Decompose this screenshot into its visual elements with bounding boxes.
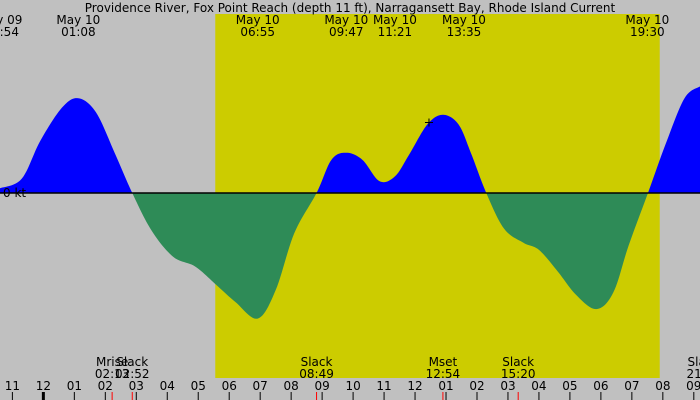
hour-tick-label: 08 — [284, 379, 299, 393]
top-event-time: 11:21 — [378, 25, 413, 39]
bottom-event-label: Mset — [429, 355, 458, 369]
hour-tick-label: 07 — [253, 379, 268, 393]
bottom-event-time: 21:1 — [687, 367, 700, 381]
hour-tick-label: 11 — [376, 379, 391, 393]
zero-axis-label: 0 kt — [3, 186, 26, 200]
hour-tick-label: 02 — [469, 379, 484, 393]
top-event-time: :54 — [0, 25, 19, 39]
bottom-event-label: Slac — [688, 355, 700, 369]
current-area-layer — [0, 86, 700, 319]
hour-tick-label: 02 — [98, 379, 113, 393]
top-event-date: May 10 — [442, 13, 486, 27]
chart-title: Providence River, Fox Point Reach (depth… — [85, 1, 616, 15]
hour-tick-label: 05 — [191, 379, 206, 393]
bottom-event-label: Slack — [502, 355, 534, 369]
bottom-event-time: 12:54 — [426, 367, 461, 381]
hour-tick-label: 06 — [593, 379, 608, 393]
hour-tick-label: 03 — [500, 379, 515, 393]
top-event-time: 19:30 — [630, 25, 665, 39]
top-event-date: y 09 — [0, 13, 22, 27]
hour-tick-label: 10 — [345, 379, 360, 393]
top-event-time: 01:08 — [61, 25, 96, 39]
axis-layer — [0, 118, 700, 400]
hour-tick-label: 06 — [222, 379, 237, 393]
hour-tick-label: 04 — [531, 379, 546, 393]
top-event-time: 09:47 — [329, 25, 364, 39]
hour-tick-label: 09 — [314, 379, 329, 393]
top-event-date: May 10 — [625, 13, 669, 27]
bottom-event-label: Mrise — [96, 355, 128, 369]
hour-tick-label: 11 — [5, 379, 20, 393]
hour-tick-label: 09 — [686, 379, 700, 393]
hour-tick-label: 12 — [407, 379, 422, 393]
bottom-event-label: Slack — [116, 355, 148, 369]
bottom-event-time: 02:52 — [115, 367, 150, 381]
hour-tick-label: 07 — [624, 379, 639, 393]
hour-tick-label: 04 — [160, 379, 175, 393]
bottom-event-label: Slack — [301, 355, 333, 369]
top-event-time: 06:55 — [240, 25, 275, 39]
top-event-date: May 10 — [236, 13, 280, 27]
hour-tick-label: 01 — [438, 379, 453, 393]
ebb-area — [0, 193, 700, 319]
hour-tick-label: 08 — [655, 379, 670, 393]
top-event-date: May 10 — [324, 13, 368, 27]
top-event-date: May 10 — [373, 13, 417, 27]
bottom-event-time: 15:20 — [501, 367, 536, 381]
hour-tick-label: 05 — [562, 379, 577, 393]
top-event-date: May 10 — [56, 13, 100, 27]
top-event-time: 13:35 — [447, 25, 482, 39]
flood-area — [0, 86, 700, 193]
hour-tick-label: 12 — [36, 379, 51, 393]
bottom-event-time: 02:13 — [95, 367, 130, 381]
hour-tick-label: 03 — [129, 379, 144, 393]
hour-tick-label: 01 — [67, 379, 82, 393]
bottom-event-time: 08:49 — [299, 367, 334, 381]
